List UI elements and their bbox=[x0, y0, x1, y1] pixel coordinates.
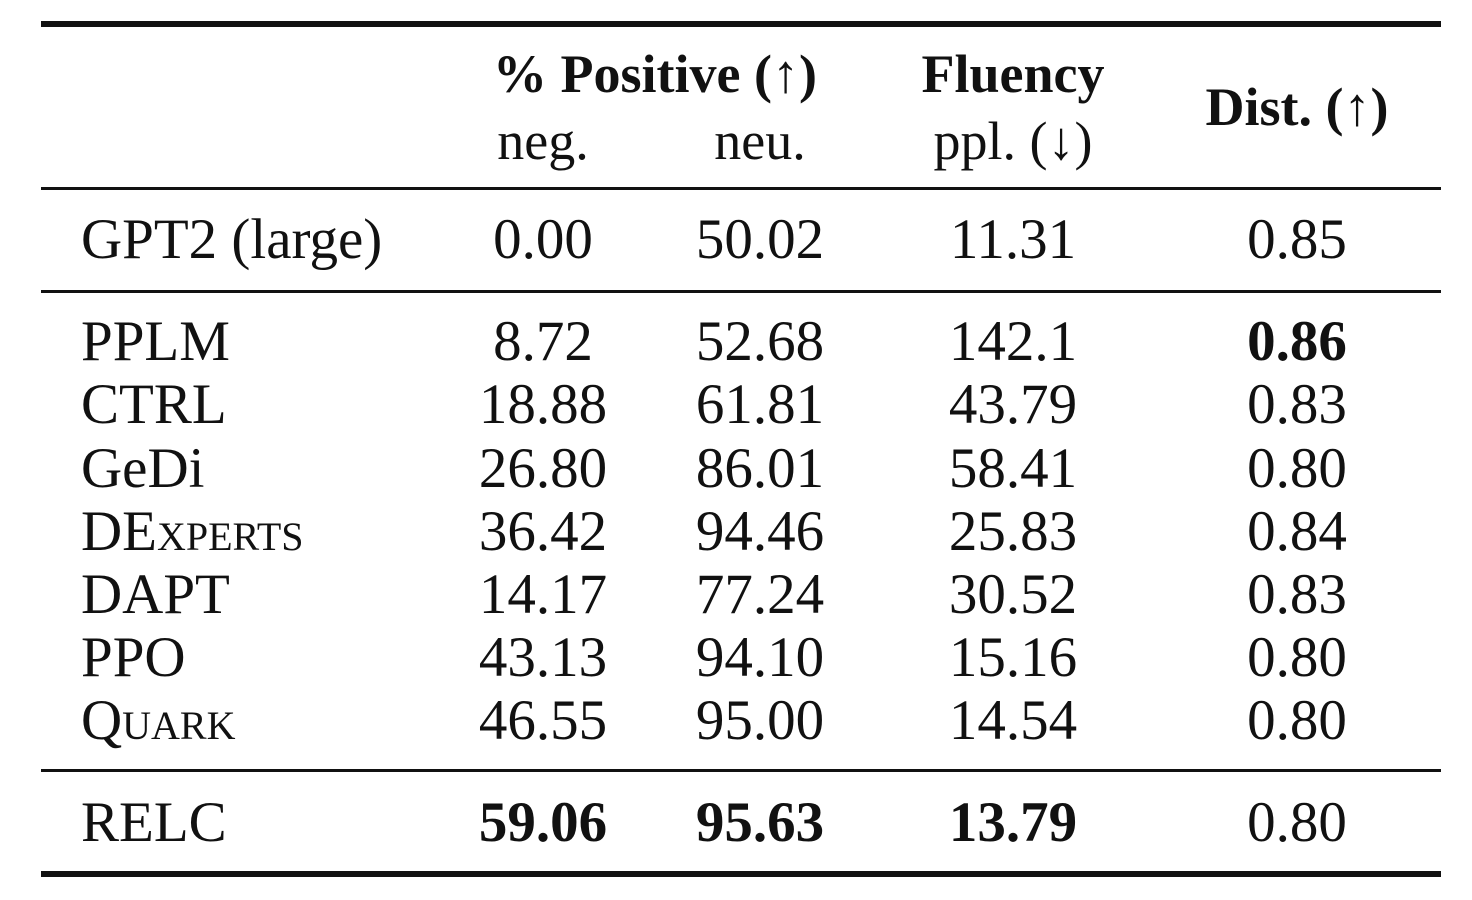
row-neu-cell: 95.00 bbox=[695, 689, 825, 752]
row-model-cell: Quark bbox=[81, 689, 236, 752]
header-positive-group: % Positive (↑) bbox=[493, 44, 817, 104]
final-ppl-cell-best: 13.79 bbox=[948, 791, 1078, 854]
final-rule bbox=[41, 769, 1441, 772]
baseline-neg-cell: 0.00 bbox=[493, 208, 593, 271]
row-neg-cell: 26.80 bbox=[478, 437, 608, 500]
row-ppl-cell: 14.54 bbox=[948, 689, 1078, 752]
row-neu-cell: 86.01 bbox=[695, 437, 825, 500]
final-dist-cell: 0.80 bbox=[1247, 791, 1347, 854]
header-fluency-group: Fluency bbox=[921, 44, 1105, 104]
baseline-neu-cell: 50.02 bbox=[695, 208, 825, 271]
row-neu-cell: 94.10 bbox=[695, 626, 825, 689]
row-model-cell: DExperts bbox=[81, 500, 304, 563]
row-dist-cell: 0.80 bbox=[1247, 626, 1347, 689]
row-dist-cell: 0.83 bbox=[1247, 563, 1347, 626]
baseline-model-cell: GPT2 (large) bbox=[81, 208, 383, 271]
row-dist-cell: 0.80 bbox=[1247, 689, 1347, 752]
baseline-dist-cell: 0.85 bbox=[1247, 208, 1347, 271]
top-rule bbox=[41, 21, 1441, 27]
row-model-cell: PPLM bbox=[81, 310, 230, 373]
row-neu-cell: 52.68 bbox=[695, 310, 825, 373]
row-neu-cell: 77.24 bbox=[695, 563, 825, 626]
row-ppl-cell: 58.41 bbox=[948, 437, 1078, 500]
row-neu-cell: 61.81 bbox=[695, 373, 825, 436]
row-neg-cell: 46.55 bbox=[478, 689, 608, 752]
row-neu-cell: 94.46 bbox=[695, 500, 825, 563]
row-model-cell: CTRL bbox=[81, 373, 227, 436]
bottom-rule bbox=[41, 871, 1441, 877]
header-neg: neg. bbox=[497, 111, 589, 171]
row-model-cell: GeDi bbox=[81, 437, 205, 500]
row-dist-cell: 0.84 bbox=[1247, 500, 1347, 563]
row-dist-cell: 0.83 bbox=[1247, 373, 1347, 436]
row-neg-cell: 36.42 bbox=[478, 500, 608, 563]
row-neg-cell: 43.13 bbox=[478, 626, 608, 689]
header-rule bbox=[41, 187, 1441, 190]
row-dist-cell: 0.80 bbox=[1247, 437, 1347, 500]
row-ppl-cell: 15.16 bbox=[948, 626, 1078, 689]
header-neu: neu. bbox=[714, 111, 806, 171]
header-ppl: ppl. (↓) bbox=[933, 111, 1093, 171]
final-model-cell: RELC bbox=[81, 791, 227, 854]
row-ppl-cell: 25.83 bbox=[948, 500, 1078, 563]
row-ppl-cell: 30.52 bbox=[948, 563, 1078, 626]
header-dist: Dist. (↑) bbox=[1205, 77, 1389, 137]
row-model-cell: DAPT bbox=[81, 563, 230, 626]
baseline-rule bbox=[41, 290, 1441, 293]
row-model-cell: PPO bbox=[81, 626, 186, 689]
row-neg-cell: 8.72 bbox=[493, 310, 593, 373]
row-ppl-cell: 43.79 bbox=[948, 373, 1078, 436]
row-dist-cell-best: 0.86 bbox=[1247, 310, 1347, 373]
row-neg-cell: 18.88 bbox=[478, 373, 608, 436]
final-neu-cell-best: 95.63 bbox=[695, 791, 825, 854]
baseline-ppl-cell: 11.31 bbox=[949, 208, 1077, 271]
row-ppl-cell: 142.1 bbox=[948, 310, 1078, 373]
final-neg-cell-best: 59.06 bbox=[478, 791, 608, 854]
row-neg-cell: 14.17 bbox=[478, 563, 608, 626]
